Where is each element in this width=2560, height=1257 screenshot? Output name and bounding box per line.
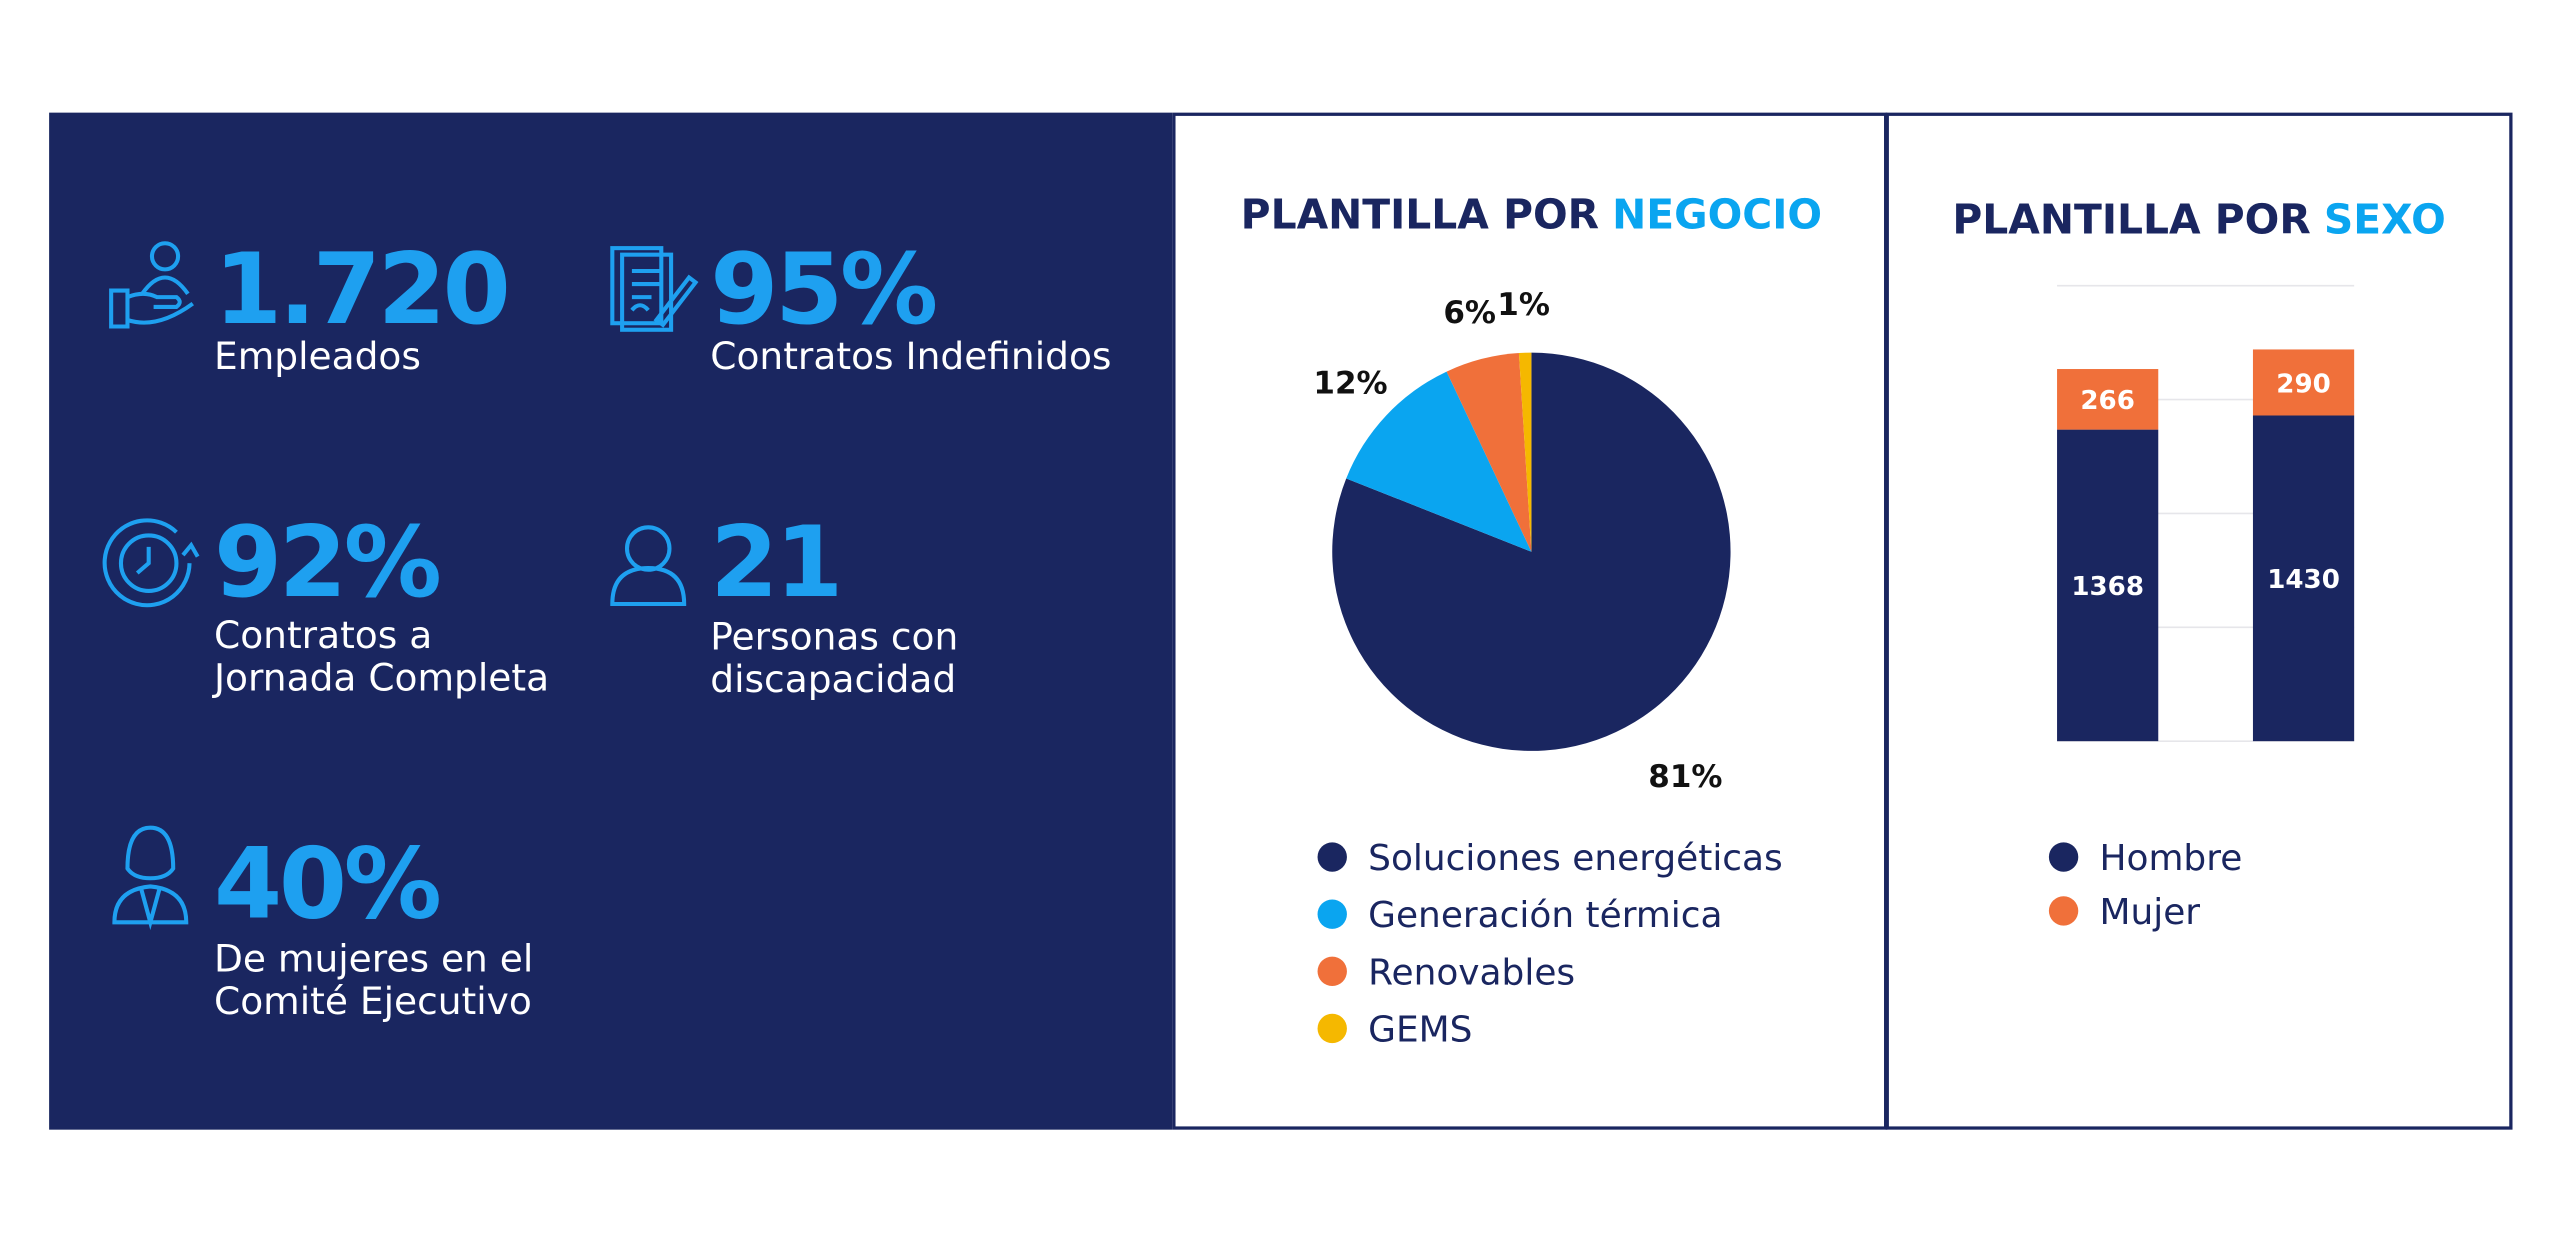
legend-marker [1317,899,1347,929]
kpi-label: Jornada Completa [212,656,549,700]
pie-slice [1446,353,1532,552]
bar-label: 1368 [2071,572,2144,602]
kpi-value: 92% [214,506,440,620]
kpi-value: 95% [710,233,936,347]
chart-title: PLANTILLA POR NEGOCIO [1241,191,1822,239]
bar-label: 266 [2080,386,2135,416]
legend-marker [2048,896,2079,926]
legend-label: Generación térmica [1368,895,1722,936]
kpi-label: Personas con [710,615,958,659]
legend-marker [1317,842,1347,872]
icon-person [610,525,687,607]
kpi-value: 21 [710,506,840,620]
bar-label: 290 [2276,369,2331,399]
bar-segment [2252,415,2355,742]
kpi-label: Contratos Indefinidos [710,334,1111,378]
title-text: PLANTILLA POR [1952,195,2310,243]
legend-label: Soluciones energéticas [1368,838,1783,879]
pie-label: 6% [1443,295,1496,331]
legend-label: GEMS [1368,1010,1472,1051]
icon-clock [102,518,200,608]
pie-label: 12% [1313,365,1387,401]
kpi-value: 40% [214,827,440,941]
bar-segment [2057,369,2159,430]
legend-label: Mujer [2099,892,2200,933]
legend-label: Renovables [1368,952,1575,993]
kpi-label: Empleados [214,334,421,378]
kpi-label: discapacidad [710,657,956,701]
legend-marker [1317,956,1347,987]
icon-woman [112,825,189,931]
title-text: PLANTILLA POR [1241,191,1599,239]
kpi-value: 1.720 [214,233,507,347]
title-highlight: NEGOCIO [1612,191,1822,239]
chart-title: PLANTILLA POR SEXO [1952,195,2445,243]
pie-label: 1% [1497,287,1550,323]
bar-panel [1885,112,2513,1130]
title-highlight: SEXO [2324,195,2446,243]
kpi-label: De mujeres en el [214,936,533,980]
bar-segment [2057,429,2159,742]
pie-label: 81% [1648,759,1722,795]
pie-slice [1346,371,1532,552]
legend-label: Hombre [2099,838,2242,879]
pie-slice [1518,352,1532,552]
kpi-label: Contratos a [214,613,432,657]
legend-marker [1317,1013,1347,1044]
icon-contracts [610,246,699,332]
icon-employees [109,241,194,329]
bar-label: 1430 [2267,565,2340,595]
legend-marker [2048,842,2079,872]
bar-segment [2252,349,2355,416]
kpi-label: Comité Ejecutivo [214,979,532,1023]
